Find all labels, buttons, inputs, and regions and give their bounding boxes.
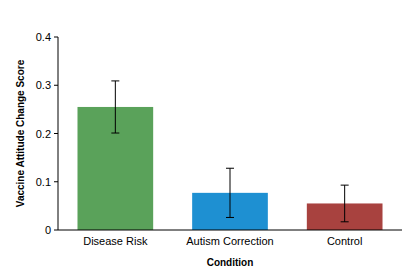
y-axis: [58, 37, 59, 230]
error-bar: [226, 168, 234, 217]
y-tick-label: 0.1: [36, 176, 51, 188]
y-axis-label: Vaccine Attitude Change Score: [15, 59, 26, 207]
y-tick-label: 0: [45, 224, 51, 236]
error-cap: [341, 221, 349, 222]
y-tick: [54, 133, 58, 134]
y-tick: [54, 85, 58, 86]
error-cap: [226, 217, 234, 218]
x-axis: [58, 230, 402, 231]
y-tick: [54, 37, 58, 38]
x-tick-label: Control: [327, 235, 362, 247]
error-line: [230, 168, 231, 217]
y-tick: [54, 181, 58, 182]
y-tick: [54, 230, 58, 231]
bars: [77, 81, 382, 230]
error-bar: [341, 185, 349, 222]
x-tick-label: Disease Risk: [83, 235, 148, 247]
error-bar: [111, 81, 119, 133]
x-axis-label: Condition: [207, 257, 254, 268]
x-tick-label: Autism Correction: [186, 235, 273, 247]
error-cap: [111, 133, 119, 134]
y-tick-label: 0.2: [36, 128, 51, 140]
y-tick-label: 0.4: [36, 31, 51, 43]
error-cap: [111, 80, 119, 81]
error-line: [115, 81, 116, 133]
chart: 0 0.1 0.2 0.3 0.4 Disease Risk Autism Correcti…: [0, 0, 407, 273]
error-cap: [226, 168, 234, 169]
error-line: [344, 185, 345, 222]
error-cap: [341, 185, 349, 186]
y-tick-label: 0.3: [36, 79, 51, 91]
